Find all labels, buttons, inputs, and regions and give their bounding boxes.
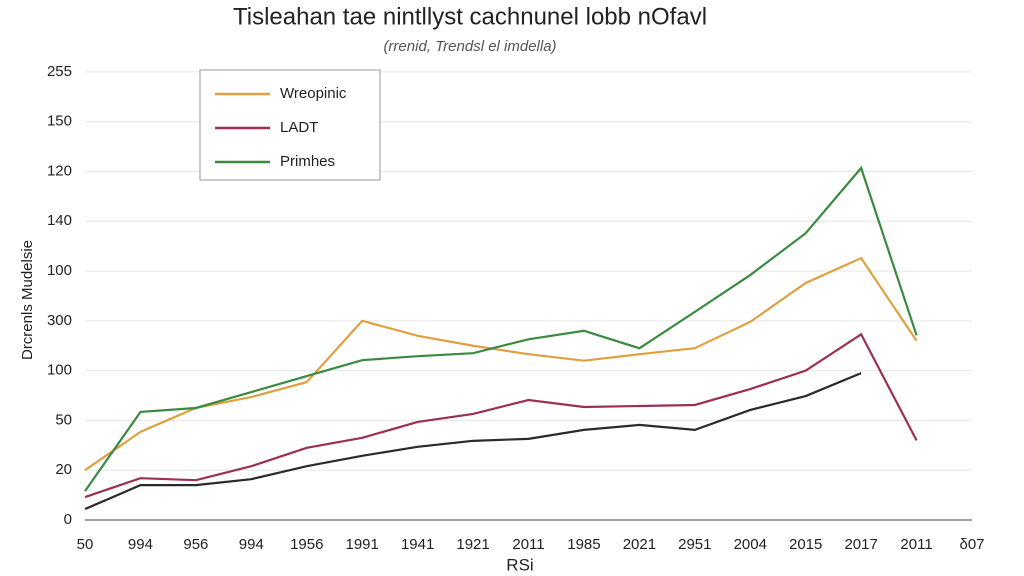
x-axis-label: RSi [506, 555, 533, 574]
chart-subtitle: (rrenid, Trendsl el imdella) [383, 38, 556, 55]
x-tick-label: 50 [77, 536, 94, 553]
y-axis-label: Drcrenls Mudelsie [19, 240, 36, 360]
x-tick-label: 1985 [567, 536, 600, 553]
series-line [84, 332, 918, 499]
x-tick-label: 1956 [290, 536, 323, 553]
x-tick-label: 956 [183, 536, 208, 553]
y-tick-label: 100 [47, 362, 72, 379]
y-tick-label: 150 [47, 113, 72, 130]
series-line [84, 256, 918, 472]
chart-title: Tisleahan tae nintllyst cachnunel lobb n… [233, 3, 707, 30]
x-tick-label: 1991 [346, 536, 379, 553]
x-tick-label: 1921 [456, 536, 489, 553]
series-line [84, 372, 862, 511]
legend-label: Primhes [280, 153, 335, 170]
series-line [84, 165, 918, 492]
y-tick-label: 255 [47, 63, 72, 80]
legend-label: LADT [280, 119, 318, 136]
x-tick-label: 2017 [844, 536, 877, 553]
x-tick-label: 2015 [789, 536, 822, 553]
y-tick-label: 300 [47, 312, 72, 329]
y-tick-label: 120 [47, 162, 72, 179]
x-tick-label: 2004 [734, 536, 767, 553]
x-tick-label: 2951 [678, 536, 711, 553]
y-tick-label: 140 [47, 212, 72, 229]
x-tick-label: 994 [128, 536, 153, 553]
x-tick-label: 1941 [401, 536, 434, 553]
x-tick-label: 2011 [900, 536, 932, 553]
x-tick-label: 2021 [623, 536, 656, 553]
x-tick-label: 994 [239, 536, 264, 553]
x-tick-label: δ07 [959, 536, 984, 553]
y-tick-label: 100 [47, 262, 72, 279]
y-tick-label: 0 [64, 511, 72, 528]
legend-label: Wreopinic [280, 85, 347, 102]
x-tick-label: 2011 [512, 536, 544, 553]
y-tick-label: 50 [55, 411, 72, 428]
y-tick-label: 20 [55, 461, 72, 478]
